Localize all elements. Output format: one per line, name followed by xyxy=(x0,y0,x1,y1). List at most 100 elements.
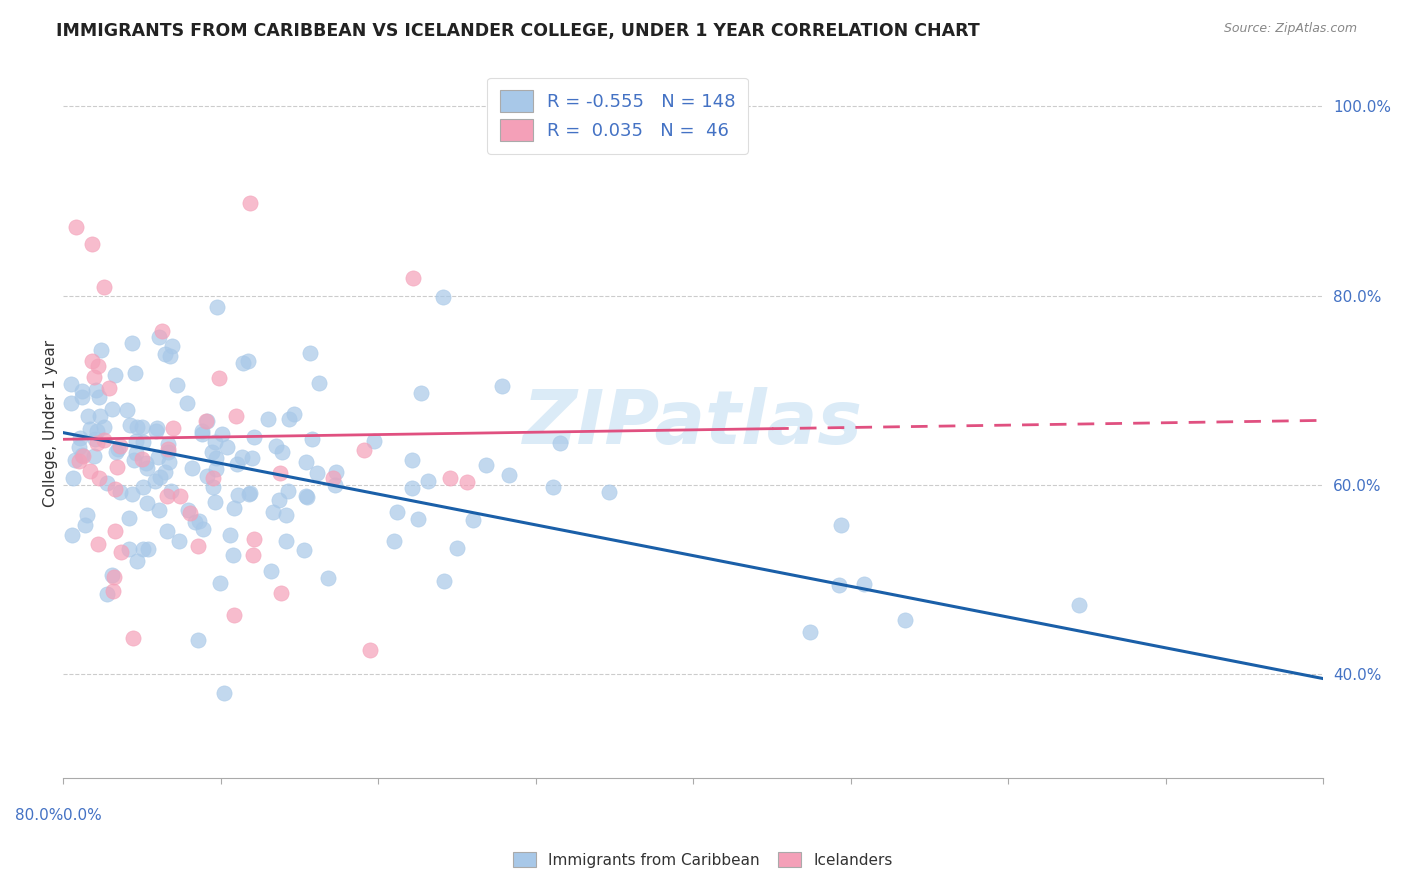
Point xyxy=(87,471,110,485)
Point xyxy=(60,377,83,392)
Point xyxy=(184,515,207,529)
Point xyxy=(177,502,200,516)
Point xyxy=(62,471,84,485)
Point xyxy=(146,450,169,464)
Point xyxy=(308,376,330,390)
Point xyxy=(242,548,264,562)
Point xyxy=(181,461,204,475)
Point xyxy=(160,484,183,499)
Point xyxy=(70,390,93,404)
Point xyxy=(219,527,242,541)
Point xyxy=(96,587,118,601)
Point xyxy=(93,434,115,448)
Point xyxy=(294,455,316,469)
Point xyxy=(79,464,101,478)
Point xyxy=(212,686,235,700)
Point xyxy=(176,396,198,410)
Point xyxy=(301,432,323,446)
Point xyxy=(257,412,280,426)
Point xyxy=(69,431,91,445)
Point xyxy=(215,440,238,454)
Point xyxy=(325,465,347,479)
Point xyxy=(382,533,405,548)
Point xyxy=(104,483,127,497)
Point xyxy=(72,449,94,463)
Point xyxy=(131,420,153,434)
Point xyxy=(195,414,218,428)
Point xyxy=(124,434,146,449)
Point xyxy=(353,442,375,457)
Point xyxy=(491,379,513,393)
Point xyxy=(84,383,107,397)
Point xyxy=(121,631,143,645)
Point xyxy=(118,511,141,525)
Point xyxy=(122,453,145,467)
Point xyxy=(231,450,253,465)
Point xyxy=(63,453,86,467)
Point xyxy=(238,487,260,501)
Point xyxy=(239,196,262,211)
Point xyxy=(401,481,423,495)
Point xyxy=(277,412,299,426)
Point xyxy=(270,585,292,599)
Point xyxy=(201,470,224,484)
Y-axis label: College, Under 1 year: College, Under 1 year xyxy=(42,340,58,507)
Point xyxy=(67,440,90,454)
Point xyxy=(194,414,217,428)
Point xyxy=(283,407,305,421)
Point xyxy=(90,343,112,358)
Point xyxy=(187,633,209,648)
Point xyxy=(264,439,287,453)
Text: 0.0%: 0.0% xyxy=(63,808,103,823)
Point xyxy=(73,517,96,532)
Point xyxy=(292,543,315,558)
Point xyxy=(243,532,266,546)
Point xyxy=(148,330,170,344)
Point xyxy=(131,452,153,467)
Point xyxy=(76,508,98,522)
Point xyxy=(226,487,249,501)
Point xyxy=(274,508,297,523)
Point xyxy=(225,458,247,472)
Point xyxy=(830,518,852,533)
Point xyxy=(205,300,228,314)
Point xyxy=(156,489,179,503)
Point xyxy=(83,370,105,384)
Point xyxy=(118,418,141,433)
Point xyxy=(104,368,127,382)
Point xyxy=(89,409,111,424)
Point xyxy=(150,324,173,338)
Point xyxy=(110,438,132,452)
Point xyxy=(295,490,318,504)
Point xyxy=(60,396,83,410)
Point xyxy=(148,503,170,517)
Point xyxy=(433,574,456,589)
Point xyxy=(167,534,190,549)
Point xyxy=(548,436,571,450)
Point xyxy=(143,475,166,489)
Point xyxy=(277,484,299,499)
Point xyxy=(209,576,232,591)
Point xyxy=(103,584,125,599)
Point xyxy=(295,489,318,503)
Point xyxy=(148,470,170,484)
Point xyxy=(93,279,115,293)
Point xyxy=(211,426,233,441)
Point xyxy=(169,490,191,504)
Point xyxy=(157,442,180,457)
Point xyxy=(446,541,468,556)
Point xyxy=(107,459,129,474)
Point xyxy=(145,424,167,438)
Point xyxy=(191,427,214,442)
Point xyxy=(598,484,620,499)
Point xyxy=(131,434,153,449)
Point xyxy=(110,545,132,559)
Point xyxy=(101,401,124,416)
Point xyxy=(232,356,254,370)
Point xyxy=(136,542,159,557)
Point xyxy=(316,571,339,585)
Point xyxy=(60,528,83,542)
Point xyxy=(893,613,915,627)
Point xyxy=(411,386,433,401)
Point xyxy=(121,335,143,350)
